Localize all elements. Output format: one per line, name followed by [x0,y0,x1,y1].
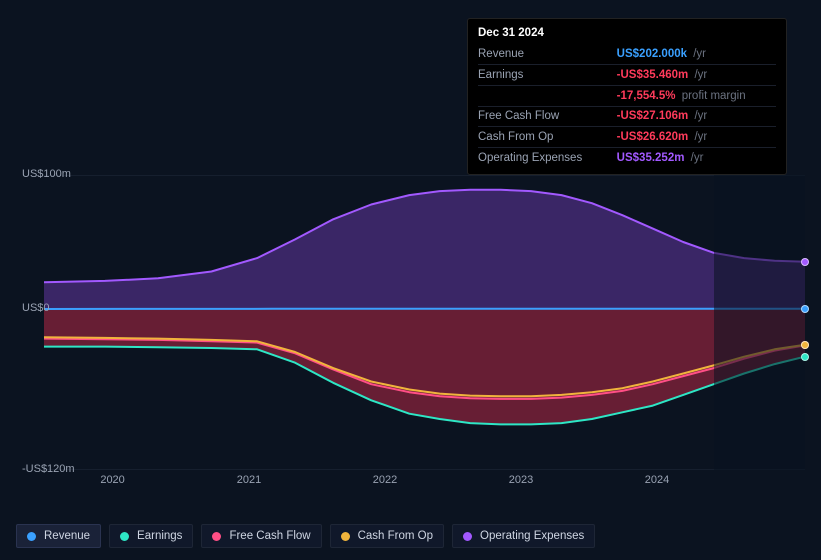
series-endpoint-opex [801,258,809,266]
tooltip-row-label: Earnings [478,65,605,86]
legend-label: Earnings [137,530,182,542]
tooltip-row-value: -US$35.460m /yr [605,65,776,86]
legend: Revenue Earnings Free Cash Flow Cash From O… [16,524,805,548]
series-fill-opex [44,190,805,309]
legend-item-fcf[interactable]: Free Cash Flow [201,524,321,548]
tooltip-row-label: Free Cash Flow [478,106,605,127]
legend-label: Free Cash Flow [229,530,310,542]
x-axis-tick: 2024 [645,474,669,486]
legend-label: Revenue [44,530,90,542]
legend-dot-icon [120,532,129,541]
legend-item-opex[interactable]: Operating Expenses [452,524,595,548]
series-fill-earnings [44,309,805,424]
tooltip-row-value: US$35.252m /yr [605,148,776,168]
tooltip-row-value: -US$26.620m /yr [605,127,776,148]
tooltip-row-label: Revenue [478,45,605,65]
legend-item-cashop[interactable]: Cash From Op [330,524,444,548]
legend-dot-icon [27,532,36,541]
legend-dot-icon [341,532,350,541]
series-endpoint-earnings [801,353,809,361]
x-axis-tick: 2021 [237,474,261,486]
legend-label: Operating Expenses [480,530,584,542]
tooltip-panel: Dec 31 2024 RevenueUS$202.000k /yrEarnin… [467,18,787,175]
tooltip-row-label: Cash From Op [478,127,605,148]
tooltip-table: RevenueUS$202.000k /yrEarnings-US$35.460… [478,45,776,168]
tooltip-row-value: -US$27.106m /yr [605,106,776,127]
legend-item-earnings[interactable]: Earnings [109,524,193,548]
legend-dot-icon [212,532,221,541]
chart-area: 2020 2021 2022 2023 2024 US$100m US$0 -US$120m [16,155,805,500]
legend-label: Cash From Op [358,530,433,542]
x-axis-tick: 2020 [100,474,124,486]
x-axis-tick: 2023 [509,474,533,486]
legend-dot-icon [463,532,472,541]
tooltip-row-label: Operating Expenses [478,148,605,168]
y-axis-label: US$0 [22,302,50,314]
plot-region[interactable] [44,175,805,470]
x-axis: 2020 2021 2022 2023 2024 [44,474,805,490]
x-axis-tick: 2022 [373,474,397,486]
plot-svg [44,175,805,470]
series-endpoint-cashop [801,341,809,349]
legend-item-revenue[interactable]: Revenue [16,524,101,548]
tooltip-row-value: -17,554.5% profit margin [605,86,776,107]
tooltip-row-value: US$202.000k /yr [605,45,776,65]
y-axis-label: -US$120m [22,463,75,475]
tooltip-row-label [478,86,605,107]
y-axis-label: US$100m [22,168,71,180]
tooltip-header: Dec 31 2024 [478,25,776,42]
series-endpoint-revenue [801,305,809,313]
